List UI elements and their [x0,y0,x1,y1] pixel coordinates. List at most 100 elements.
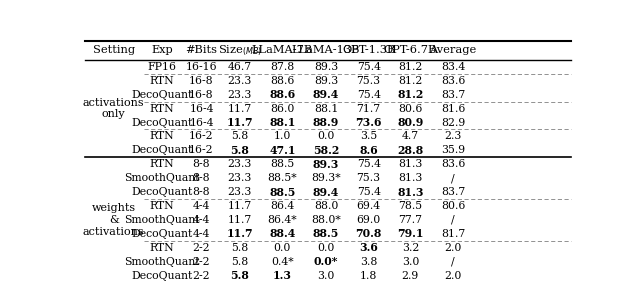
Text: 81.3: 81.3 [398,159,422,169]
Text: 0.0: 0.0 [317,131,335,141]
Text: RTN: RTN [150,76,174,86]
Text: 2-2: 2-2 [193,257,211,267]
Text: 81.3: 81.3 [397,187,424,198]
Text: 88.5: 88.5 [270,159,294,169]
Text: 23.3: 23.3 [228,90,252,100]
Text: Size$_{(MB)}$: Size$_{(MB)}$ [218,43,262,58]
Text: 86.0: 86.0 [270,104,294,114]
Text: Average: Average [429,45,477,55]
Text: 88.6: 88.6 [270,76,294,86]
Text: 81.6: 81.6 [441,104,465,114]
Text: 3.8: 3.8 [360,257,378,267]
Text: 88.5*: 88.5* [268,173,297,183]
Text: 2.9: 2.9 [402,271,419,281]
Text: 80.6: 80.6 [398,104,422,114]
Text: 16-8: 16-8 [189,90,214,100]
Text: /: / [451,215,455,225]
Text: 79.1: 79.1 [397,228,424,239]
Text: 75.4: 75.4 [356,159,381,169]
Text: #Bits: #Bits [186,45,218,55]
Text: 2.0: 2.0 [444,271,461,281]
Text: 75.4: 75.4 [356,62,381,72]
Text: 75.4: 75.4 [356,187,381,197]
Text: 69.4: 69.4 [356,201,381,211]
Text: 11.7: 11.7 [228,215,252,225]
Text: 70.8: 70.8 [355,228,382,239]
Text: 58.2: 58.2 [313,145,339,156]
Text: 88.5: 88.5 [269,187,296,198]
Text: 11.7: 11.7 [227,117,253,128]
Text: 88.9: 88.9 [313,117,339,128]
Text: 89.4: 89.4 [313,89,339,100]
Text: 16-8: 16-8 [189,76,214,86]
Text: SmoothQuant: SmoothQuant [124,257,200,267]
Text: activations
only: activations only [83,98,145,119]
Text: 78.5: 78.5 [398,201,422,211]
Text: 1.8: 1.8 [360,271,378,281]
Text: 8-8: 8-8 [193,159,211,169]
Text: 88.6: 88.6 [269,89,296,100]
Text: 5.8: 5.8 [231,243,248,253]
Text: 75.3: 75.3 [356,173,381,183]
Text: 16-2: 16-2 [189,145,214,155]
Text: 4-4: 4-4 [193,215,210,225]
Text: 86.4*: 86.4* [268,215,297,225]
Text: 89.3: 89.3 [314,76,338,86]
Text: 8-8: 8-8 [193,173,211,183]
Text: 47.1: 47.1 [269,145,296,156]
Text: 5.8: 5.8 [231,131,248,141]
Text: 16-4: 16-4 [189,117,214,127]
Text: 8.6: 8.6 [359,145,378,156]
Text: 81.2: 81.2 [398,62,422,72]
Text: 81.3: 81.3 [398,173,422,183]
Text: 4-4: 4-4 [193,229,210,239]
Text: 5.8: 5.8 [230,270,249,281]
Text: 88.0*: 88.0* [311,215,341,225]
Text: 88.1: 88.1 [314,104,338,114]
Text: FP16: FP16 [147,62,177,72]
Text: 83.7: 83.7 [441,90,465,100]
Text: 3.2: 3.2 [402,243,419,253]
Text: 87.8: 87.8 [270,62,294,72]
Text: Exp: Exp [151,45,173,55]
Text: 3.6: 3.6 [359,242,378,253]
Text: 0.0: 0.0 [317,243,335,253]
Text: 16-4: 16-4 [189,104,214,114]
Text: 86.4: 86.4 [270,201,294,211]
Text: 1.3: 1.3 [273,270,292,281]
Text: 83.7: 83.7 [441,187,465,197]
Text: OPT-6.7B: OPT-6.7B [383,45,437,55]
Text: 71.7: 71.7 [356,104,381,114]
Text: 83.6: 83.6 [441,76,465,86]
Text: 4-4: 4-4 [193,201,210,211]
Text: 23.3: 23.3 [228,173,252,183]
Text: 16-2: 16-2 [189,131,214,141]
Text: 5.8: 5.8 [231,257,248,267]
Text: 75.3: 75.3 [356,76,381,86]
Text: 3.0: 3.0 [402,257,419,267]
Text: 81.7: 81.7 [441,229,465,239]
Text: 0.0: 0.0 [274,243,291,253]
Text: /: / [451,173,455,183]
Text: SmoothQuant: SmoothQuant [124,215,200,225]
Text: 83.4: 83.4 [441,62,465,72]
Text: 88.0: 88.0 [314,201,338,211]
Text: 46.7: 46.7 [228,62,252,72]
Text: 11.7: 11.7 [227,228,253,239]
Text: 3.0: 3.0 [317,271,335,281]
Text: OPT-1.3B: OPT-1.3B [342,45,396,55]
Text: 0.0*: 0.0* [314,256,338,267]
Text: 28.8: 28.8 [397,145,424,156]
Text: 89.3: 89.3 [313,159,339,170]
Text: 82.9: 82.9 [441,117,465,127]
Text: LLaMA-7B: LLaMA-7B [252,45,313,55]
Text: 2-2: 2-2 [193,243,211,253]
Text: 88.5: 88.5 [313,228,339,239]
Text: DecoQuant: DecoQuant [131,90,193,100]
Text: 88.4: 88.4 [269,228,296,239]
Text: 88.1: 88.1 [269,117,296,128]
Text: RTN: RTN [150,104,174,114]
Text: RTN: RTN [150,159,174,169]
Text: 80.9: 80.9 [397,117,424,128]
Text: 2.0: 2.0 [444,243,461,253]
